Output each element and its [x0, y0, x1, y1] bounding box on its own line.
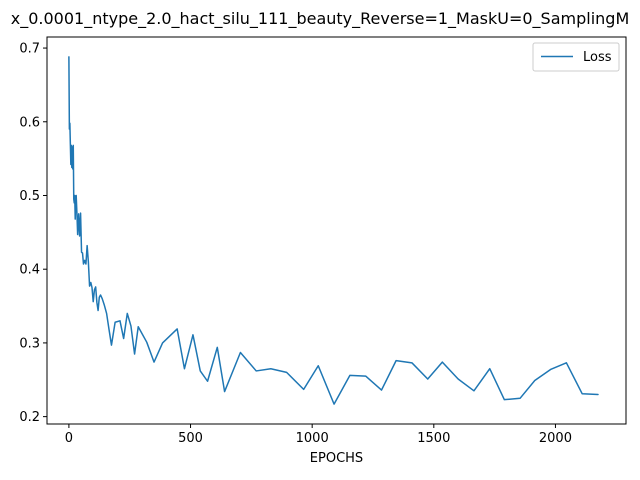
y-tick-label: 0.7 — [19, 42, 40, 57]
series-layer — [68, 56, 599, 405]
plot-area — [47, 37, 626, 424]
x-axis-label: EPOCHS — [310, 451, 363, 466]
x-tick-label: 2000 — [539, 431, 572, 446]
chart-title: x_0.0001_ntype_2.0_hact_silu_111_beauty_… — [11, 9, 630, 29]
legend: Loss — [532, 42, 620, 72]
y-tick-label: 0.2 — [19, 410, 40, 425]
legend-label-loss: Loss — [583, 50, 612, 65]
series-line-loss — [68, 56, 599, 405]
x-tick-label: 1000 — [296, 431, 329, 446]
y-tick-label: 0.6 — [19, 115, 40, 130]
axes: 0 500 1000 1500 2000 0.2 0.3 0.4 0.5 0.6 0.7 — [19, 36, 627, 446]
x-tick-label: 0 — [65, 431, 73, 446]
axes-frame — [46, 36, 627, 425]
y-tick-label: 0.3 — [19, 336, 40, 351]
x-tick-label: 1500 — [417, 431, 450, 446]
legend-box — [532, 42, 620, 72]
x-tick-label: 500 — [178, 431, 203, 446]
y-tick-label: 0.5 — [19, 189, 40, 204]
y-tick-label: 0.4 — [19, 263, 40, 278]
